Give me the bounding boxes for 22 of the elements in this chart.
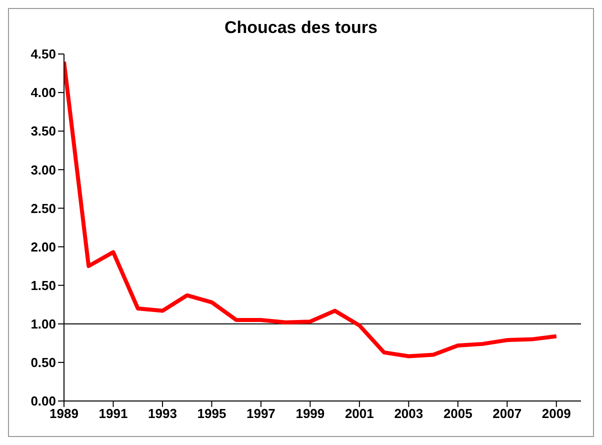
x-tick-label: 2003: [394, 406, 424, 422]
x-tick-label: 1989: [50, 406, 78, 422]
y-tick-label: 4.00: [30, 85, 56, 100]
y-tick-label: 0.00: [30, 394, 56, 409]
x-tick-label: 2007: [492, 406, 522, 422]
x-tick-label: 1999: [296, 406, 325, 422]
y-tick-label: 2.00: [30, 239, 56, 254]
x-tick-label: 1995: [197, 406, 226, 422]
y-tick-label: 2.50: [30, 200, 56, 216]
x-tick-label: 1997: [246, 406, 276, 422]
y-tick-label: 1.00: [30, 316, 56, 332]
chart-title: Choucas des tours: [223, 18, 379, 38]
x-tick-label: 1993: [148, 406, 177, 422]
y-tick-label: 3.50: [30, 124, 56, 139]
x-tick-label: 2001: [344, 406, 374, 422]
y-tick-label: 1.50: [30, 278, 56, 293]
x-tick-label: 1991: [98, 406, 128, 422]
y-tick-label: 0.50: [30, 355, 56, 370]
x-tick-label: 2009: [542, 406, 571, 422]
x-tick-label: 2005: [443, 406, 472, 422]
y-tick-label: 4.50: [30, 46, 56, 62]
y-tick-label: 3.00: [30, 162, 56, 178]
